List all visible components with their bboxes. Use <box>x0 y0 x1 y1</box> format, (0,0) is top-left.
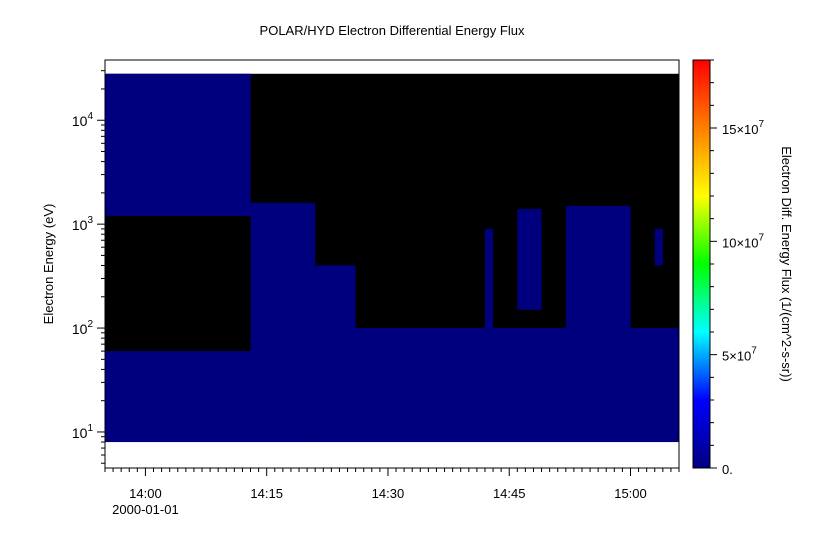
flux-region-7 <box>517 208 542 310</box>
colorbar: 0. 5×107 10×107 15×107 Electron Diff. Energy… <box>692 59 794 477</box>
colorbar-tick-label: 0. <box>722 462 733 477</box>
plot-frame <box>104 59 680 469</box>
colorbar-tick-label: 15×107 <box>722 119 765 137</box>
flux-region-5 <box>355 328 679 443</box>
colorbar-gradient <box>692 59 711 469</box>
y-axis-label: Electron Energy (eV) <box>41 204 56 325</box>
flux-region-3 <box>250 202 316 443</box>
chart-title: POLAR/HYD Electron Differential Energy F… <box>260 23 525 38</box>
x-tick-label: 14:15 <box>250 486 283 501</box>
flux-region-2 <box>105 73 251 216</box>
x-tick-label: 14:45 <box>493 486 526 501</box>
y-tick-label: 104 <box>72 111 94 129</box>
colorbar-label: Electron Diff. Energy Flux (1/(cm^2-s-sr… <box>779 146 794 382</box>
plot-area <box>105 73 679 443</box>
flux-region-4 <box>315 265 356 443</box>
flux-region-8 <box>565 205 631 329</box>
colorbar-tick-label: 5×107 <box>722 346 757 364</box>
colorbar-tick-label: 10×107 <box>722 232 765 250</box>
y-tick-label: 102 <box>72 319 94 337</box>
y-tick-label: 103 <box>72 215 94 233</box>
x-tick-label: 14:00 <box>129 486 162 501</box>
x-tick-label: 15:00 <box>614 486 647 501</box>
x-date-label: 2000-01-01 <box>112 502 179 517</box>
flux-region-6 <box>484 228 494 329</box>
flux-region-9 <box>654 228 663 266</box>
x-tick-label: 14:30 <box>372 486 405 501</box>
axes: 14:00 14:15 14:30 14:45 15:00 2000-01-01 101 10… <box>41 59 680 517</box>
flux-region-1 <box>105 351 251 443</box>
y-tick-label: 101 <box>72 423 94 441</box>
